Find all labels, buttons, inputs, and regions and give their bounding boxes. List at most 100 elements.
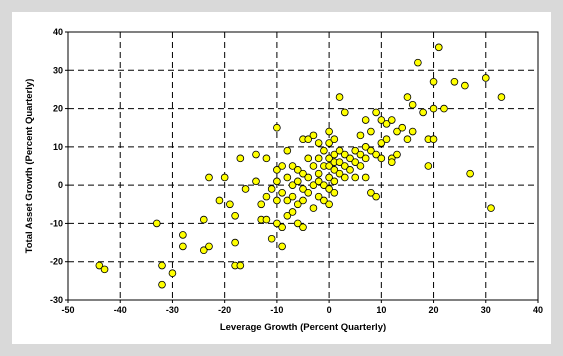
data-point: [314, 192, 323, 201]
data-point: [320, 146, 328, 155]
data-point: [283, 146, 292, 155]
data-point: [351, 158, 360, 166]
data-point: [330, 135, 339, 143]
data-point: [309, 181, 318, 189]
data-point: [299, 223, 307, 232]
data-point: [408, 127, 417, 136]
data-point: [262, 215, 271, 224]
data-point: [288, 192, 297, 201]
data-point: [95, 261, 104, 270]
data-point: [361, 173, 370, 182]
data-point: [179, 231, 187, 239]
data-point: [340, 162, 349, 170]
y-axis-title: Total Asset Growth (Percent Quarterly): [24, 79, 35, 254]
y-tick-label: 40: [53, 27, 63, 37]
data-point: [293, 166, 302, 174]
data-point: [414, 58, 422, 67]
x-tick-label: -20: [218, 305, 231, 315]
scatter-chart: -50 -40 -30 -20 -10 0 10 20 30 40 40 30 20 10 0 -10 -20…: [24, 27, 543, 333]
data-point: [293, 177, 302, 186]
data-point: [288, 181, 297, 189]
x-tick-label: 10: [376, 305, 386, 315]
data-point: [152, 219, 161, 228]
data-point: [497, 93, 506, 101]
data-point: [340, 108, 349, 117]
data-point: [273, 219, 281, 228]
data-point: [372, 108, 380, 117]
data-point: [304, 189, 313, 197]
data-point: [356, 150, 365, 159]
data-point: [288, 208, 297, 216]
data-point: [346, 166, 354, 174]
data-point: [241, 185, 250, 193]
data-point: [314, 139, 323, 147]
data-point: [220, 173, 229, 182]
data-point: [199, 246, 208, 255]
data-point: [304, 135, 313, 143]
data-point: [466, 169, 474, 178]
data-point: [325, 200, 333, 209]
data-point: [325, 173, 333, 182]
data-point: [330, 177, 339, 186]
data-point: [424, 162, 433, 170]
y-tick-label: -10: [50, 218, 63, 228]
y-tick-label: 30: [53, 65, 63, 75]
data-point: [408, 100, 417, 109]
x-tick-label: -40: [114, 305, 127, 315]
data-point: [299, 169, 307, 178]
data-point: [252, 150, 260, 159]
y-tick-label: 20: [53, 104, 63, 114]
y-tick-label: 10: [53, 142, 63, 152]
x-tick-label: 30: [481, 305, 491, 315]
data-point: [330, 189, 339, 197]
data-point: [273, 196, 281, 205]
y-tick-label: -30: [50, 295, 63, 305]
data-point: [215, 196, 224, 205]
data-point: [278, 162, 286, 170]
data-point: [387, 158, 396, 166]
data-point: [403, 93, 412, 101]
data-point: [236, 261, 245, 270]
data-point: [309, 204, 318, 212]
data-point: [293, 219, 302, 228]
data-point: [309, 131, 318, 140]
data-point: [429, 104, 438, 113]
data-point: [419, 108, 427, 117]
y-tick-label: -20: [50, 257, 63, 267]
data-point: [325, 127, 333, 136]
data-point: [283, 211, 292, 220]
data-point: [325, 185, 333, 193]
data-point: [267, 234, 276, 243]
data-point: [346, 154, 354, 163]
data-point: [252, 177, 260, 186]
data-point: [283, 196, 292, 205]
data-point: [440, 104, 448, 113]
data-point: [236, 154, 245, 163]
x-tick-label: -50: [61, 305, 74, 315]
data-point: [429, 135, 438, 143]
data-point: [393, 127, 401, 136]
data-point: [314, 177, 323, 186]
data-point: [382, 135, 391, 143]
y-axis-tick-labels: 40 30 20 10 0 -10 -20 -30: [50, 27, 63, 305]
data-point: [293, 200, 302, 209]
data-point: [403, 135, 412, 143]
data-point: [320, 181, 328, 189]
data-point: [226, 200, 234, 209]
data-point: [487, 204, 495, 212]
data-point: [304, 154, 313, 163]
data-point: [450, 77, 459, 86]
data-point: [273, 177, 281, 186]
data-point: [168, 269, 177, 278]
data-point: [304, 173, 313, 182]
data-point: [434, 43, 443, 52]
data-point: [273, 123, 281, 132]
data-point: [377, 116, 386, 124]
data-point: [278, 223, 286, 232]
data-point: [231, 211, 239, 220]
data-point: [231, 238, 239, 247]
data-point: [158, 280, 166, 289]
data-point: [335, 169, 344, 178]
data-point: [267, 185, 276, 193]
data-point: [100, 265, 109, 274]
